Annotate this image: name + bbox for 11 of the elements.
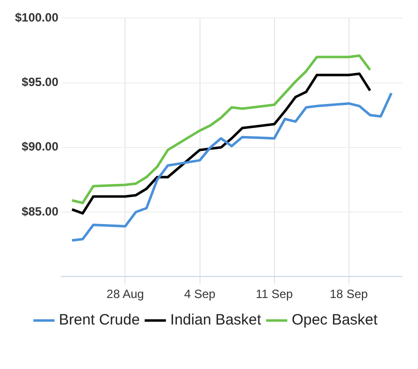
legend-label: Brent Crude: [58, 312, 140, 329]
y-tick-label: $100.00: [14, 10, 59, 25]
legend-label: Indian Basket: [170, 312, 262, 329]
x-tick-label: 18 Sep: [330, 287, 368, 302]
y-tick-label: $90.00: [22, 140, 59, 154]
x-tick-label: 4 Sep: [184, 287, 216, 302]
y-tick-label: $85.00: [22, 204, 59, 218]
legend-label: Opec Basket: [292, 312, 378, 329]
y-tick-label: $95.00: [22, 75, 59, 90]
x-tick-label: 28 Aug: [106, 287, 144, 302]
x-tick-label: 11 Sep: [256, 287, 294, 302]
